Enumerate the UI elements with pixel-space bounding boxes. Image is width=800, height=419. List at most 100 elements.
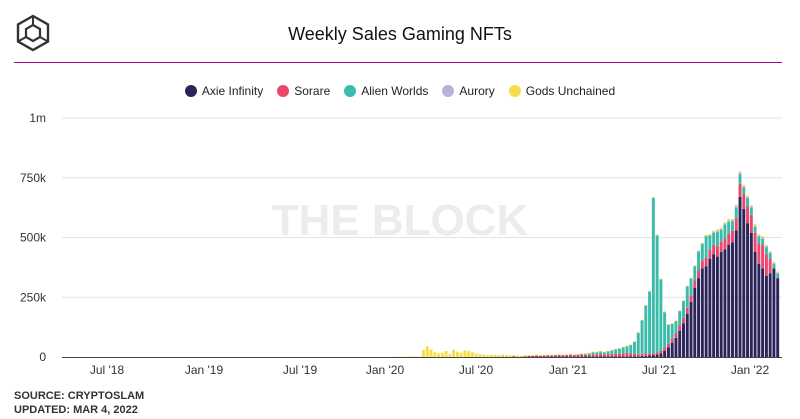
bar-segment [580, 353, 584, 354]
bar-segment [753, 251, 757, 357]
x-tick-label: Jul '21 [642, 363, 677, 377]
bar-segment [685, 307, 689, 314]
bar-segment [591, 352, 595, 355]
bar-segment [674, 321, 678, 334]
bar-segment [516, 355, 520, 357]
bar-segment [678, 325, 682, 331]
bar-segment [670, 342, 674, 357]
bar-segment [629, 345, 633, 354]
bar-segment [693, 265, 697, 267]
bar-segment [568, 354, 572, 357]
bar-segment [697, 250, 701, 252]
legend-item: Aurory [442, 84, 495, 98]
bar-segment [746, 223, 750, 357]
bar-segment [697, 270, 701, 279]
bar-segment [625, 356, 629, 357]
bar-segment [663, 351, 667, 357]
bar-segment [704, 236, 708, 258]
bar-segment [629, 344, 633, 346]
bar-segment [663, 312, 667, 349]
bar-segment [666, 324, 670, 344]
bar-segment [772, 268, 776, 357]
bar-segment [602, 356, 606, 357]
bar-segment [670, 323, 674, 325]
bar-segment [682, 301, 685, 318]
bar-segment [772, 261, 776, 263]
bar-segment [674, 337, 678, 357]
x-tick-label: Jul '19 [283, 363, 318, 377]
bar-segment [546, 355, 550, 357]
bar-segment [546, 354, 550, 356]
bar-segment [742, 184, 746, 187]
bar-segment [595, 352, 599, 355]
bar-segment [587, 354, 591, 357]
bar-segment [689, 295, 693, 303]
bar-segment [746, 198, 750, 207]
bar-segment [727, 244, 731, 357]
bar-segment [444, 351, 448, 357]
bar-segment [648, 353, 652, 356]
bar-segment [731, 220, 734, 222]
bar-segment [757, 235, 761, 237]
bar-segment [595, 356, 599, 357]
bar-segment [606, 351, 610, 355]
legend-label: Gods Unchained [525, 84, 616, 98]
legend-swatch [508, 85, 521, 97]
bar-segment [666, 347, 670, 357]
bar-segment [617, 353, 621, 357]
bar-segment [761, 237, 765, 239]
bar-segment [531, 356, 535, 358]
bar-segment [621, 353, 625, 357]
legend-label: Aurory [459, 84, 495, 98]
bar-segment [644, 304, 648, 306]
bar-segment [700, 243, 704, 261]
bar-segment [719, 251, 723, 357]
bar-segment [682, 323, 685, 357]
bar-segment [535, 356, 538, 358]
chart-title: Weekly Sales Gaming NFTs [288, 24, 512, 44]
bar-segment [749, 214, 753, 233]
bar-segment [489, 354, 493, 357]
legend-item: Sorare [277, 84, 330, 98]
bar-segment [715, 230, 719, 232]
bar-segment [599, 353, 603, 357]
bar-segment [663, 311, 667, 313]
x-tick-label: Jan '22 [731, 363, 770, 377]
bar-segment [708, 249, 712, 260]
bar-segment [602, 352, 606, 355]
bar-segment [746, 195, 750, 197]
bar-segment [629, 353, 633, 357]
bar-segment [693, 266, 697, 281]
bar-segment [553, 356, 557, 357]
bar-segment [508, 355, 512, 357]
bar-segment [576, 354, 580, 355]
title-divider [14, 62, 782, 63]
bar-segment [697, 251, 701, 271]
bar-segment [738, 196, 742, 357]
bar-segment [731, 218, 734, 221]
bar-segment [584, 354, 587, 357]
bar-segment [535, 354, 538, 356]
bar-segment [580, 354, 584, 357]
bar-segment [591, 354, 595, 357]
bar-segment [712, 231, 716, 233]
bar-segment [704, 234, 708, 237]
bar-segment [410, 356, 414, 357]
bar-segment [776, 271, 780, 273]
bar-segment [776, 273, 780, 279]
bar-segment [670, 338, 674, 343]
bar-segment [772, 262, 776, 264]
bar-segment [606, 356, 610, 357]
bar-segment [666, 324, 670, 325]
bar-segment [761, 244, 765, 269]
bar-segment [761, 238, 765, 245]
bar-segment [610, 349, 614, 351]
bar-segment [501, 354, 505, 357]
bar-segment [610, 356, 614, 357]
bar-segment [768, 252, 772, 254]
bar-segment [753, 232, 757, 252]
legend-swatch [344, 85, 357, 97]
bar-segment [557, 354, 561, 357]
bar-segment [572, 356, 576, 357]
bar-segment [610, 350, 614, 354]
